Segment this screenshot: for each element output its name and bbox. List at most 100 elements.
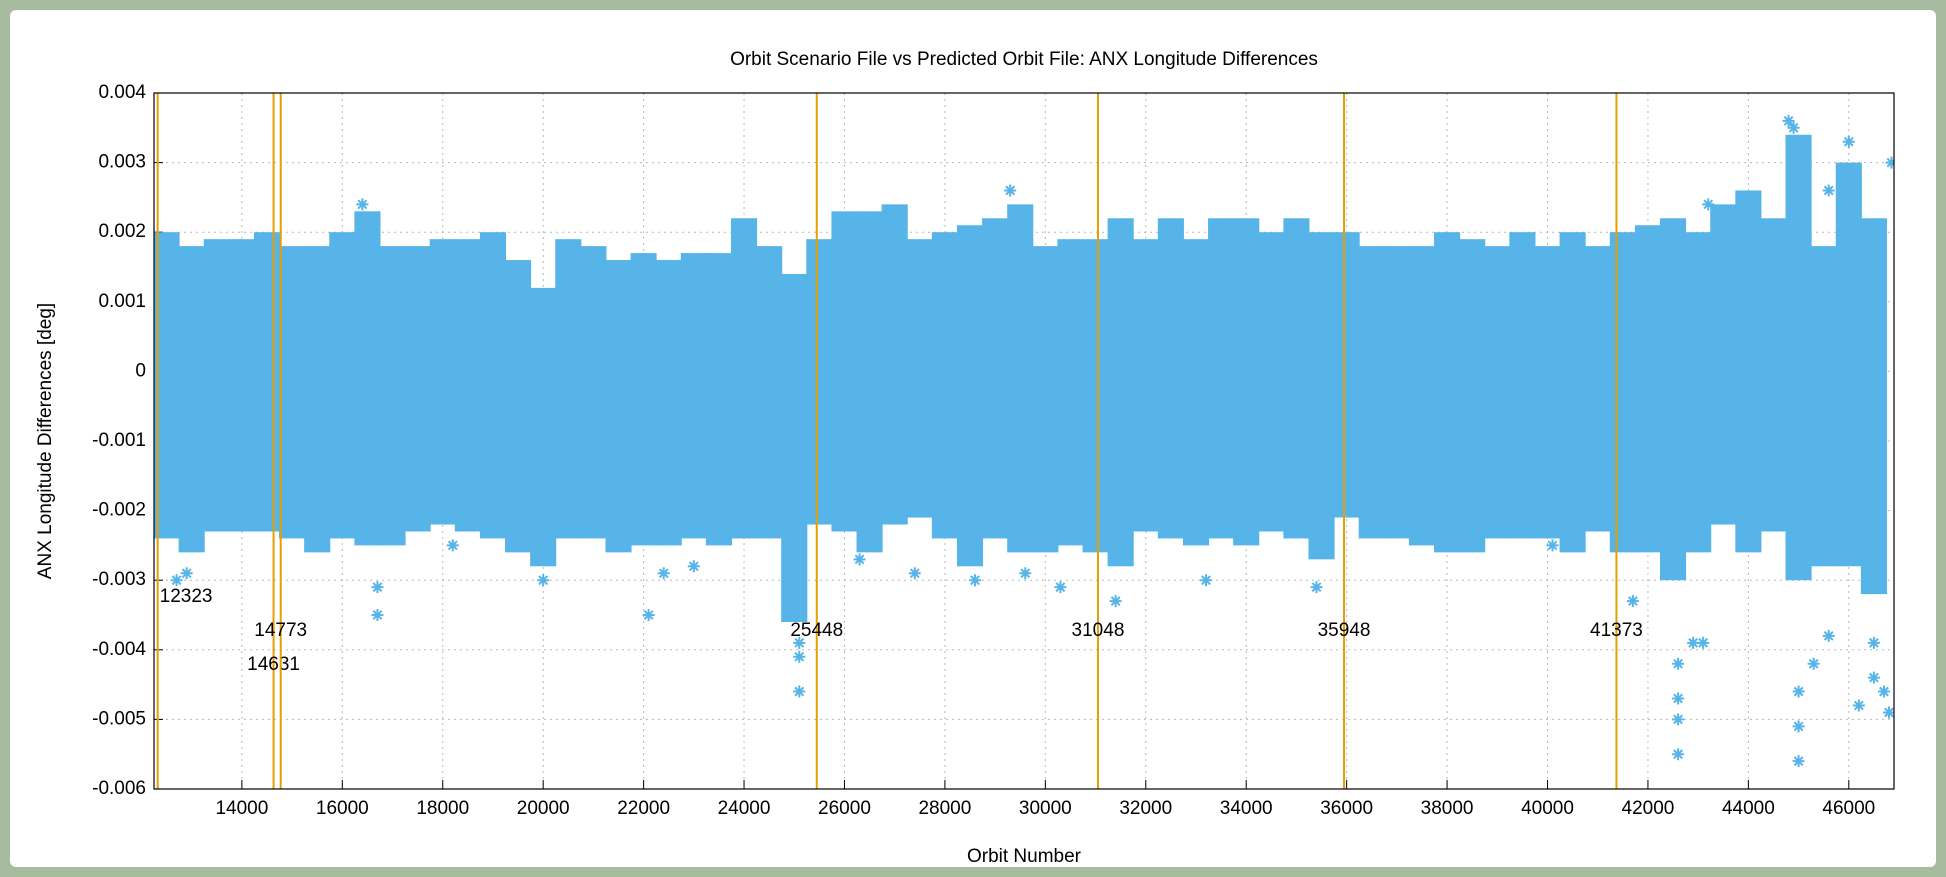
point bbox=[1867, 636, 1880, 649]
point bbox=[1792, 685, 1805, 698]
x-tick-label: 34000 bbox=[1220, 798, 1273, 819]
point-cloud bbox=[831, 211, 858, 532]
point-cloud bbox=[1509, 232, 1536, 539]
point bbox=[1842, 135, 1855, 148]
point bbox=[1702, 198, 1715, 211]
y-tick-label: -0.005 bbox=[92, 708, 146, 729]
point bbox=[1792, 755, 1805, 768]
point-cloud bbox=[479, 232, 507, 539]
point-cloud bbox=[1810, 246, 1837, 567]
point-cloud bbox=[1434, 232, 1461, 553]
point-cloud bbox=[329, 232, 356, 539]
point bbox=[180, 567, 193, 580]
point bbox=[1672, 748, 1685, 761]
point-cloud bbox=[856, 211, 883, 553]
x-tick-label: 40000 bbox=[1521, 798, 1574, 819]
plot-border bbox=[153, 92, 1895, 790]
point bbox=[1019, 567, 1032, 580]
point bbox=[1004, 184, 1017, 197]
point bbox=[1672, 692, 1685, 705]
point bbox=[657, 567, 670, 580]
y-tick-label: 0.001 bbox=[98, 291, 146, 312]
point-cloud bbox=[1057, 239, 1084, 546]
marker-label: 35948 bbox=[1318, 620, 1371, 641]
point-cloud bbox=[1283, 218, 1310, 539]
point-cloud bbox=[881, 204, 908, 525]
point-cloud bbox=[1182, 239, 1210, 546]
point bbox=[1200, 574, 1213, 587]
y-tick-label: 0.004 bbox=[98, 82, 146, 103]
point bbox=[1310, 581, 1323, 594]
point-cloud bbox=[1710, 204, 1737, 525]
point-cloud bbox=[404, 246, 431, 532]
x-tick-label: 32000 bbox=[1119, 798, 1172, 819]
point-cloud bbox=[1007, 204, 1034, 553]
point-cloud bbox=[1760, 218, 1787, 532]
point-cloud bbox=[1082, 239, 1109, 553]
point-cloud bbox=[1609, 232, 1636, 553]
point-cloud bbox=[756, 246, 783, 539]
point bbox=[1672, 713, 1685, 726]
point-cloud bbox=[931, 232, 958, 539]
point-cloud bbox=[1534, 246, 1561, 539]
x-tick-label: 30000 bbox=[1019, 798, 1072, 819]
point-cloud bbox=[781, 273, 808, 622]
y-tick-label: 0.003 bbox=[98, 152, 146, 173]
x-tick-label: 44000 bbox=[1722, 798, 1775, 819]
point bbox=[1885, 156, 1894, 169]
point-cloud bbox=[806, 239, 833, 525]
point-cloud bbox=[1584, 246, 1611, 532]
point bbox=[1867, 671, 1880, 684]
point-cloud bbox=[555, 239, 582, 539]
marker-label: 14773 bbox=[254, 620, 307, 641]
x-tick-label: 24000 bbox=[718, 798, 771, 819]
point bbox=[908, 567, 921, 580]
point-cloud bbox=[1233, 218, 1260, 546]
point-cloud bbox=[1308, 232, 1335, 560]
point-cloud bbox=[279, 246, 306, 539]
point bbox=[1546, 539, 1559, 552]
x-tick-label: 26000 bbox=[818, 798, 871, 819]
point-cloud bbox=[429, 239, 456, 525]
point bbox=[170, 574, 183, 587]
x-tick-label: 14000 bbox=[215, 798, 268, 819]
point bbox=[1054, 581, 1067, 594]
x-tick-label: 46000 bbox=[1822, 798, 1875, 819]
point bbox=[1782, 114, 1795, 127]
point-cloud bbox=[1835, 162, 1862, 567]
y-tick-label: 0.002 bbox=[98, 221, 146, 242]
x-tick-label: 18000 bbox=[416, 798, 469, 819]
point-cloud bbox=[1258, 232, 1285, 532]
point bbox=[356, 198, 369, 211]
x-tick-label: 16000 bbox=[316, 798, 369, 819]
marker-label: 12323 bbox=[160, 586, 213, 607]
point-cloud bbox=[1785, 134, 1812, 581]
y-tick-label: -0.004 bbox=[92, 639, 146, 660]
point-cloud bbox=[1408, 246, 1436, 546]
marker-label: 41373 bbox=[1590, 620, 1643, 641]
x-tick-label: 36000 bbox=[1320, 798, 1373, 819]
point-cloud bbox=[1383, 246, 1410, 539]
point-cloud bbox=[906, 239, 933, 518]
point bbox=[1687, 636, 1700, 649]
point bbox=[687, 560, 700, 573]
point-cloud bbox=[1659, 218, 1687, 581]
point bbox=[1792, 720, 1805, 733]
frame: Orbit Scenario File vs Predicted Orbit F… bbox=[10, 10, 1936, 867]
point bbox=[371, 581, 384, 594]
y-tick-label: -0.006 bbox=[92, 778, 146, 799]
point-cloud bbox=[605, 260, 632, 553]
point-cloud bbox=[1032, 246, 1059, 553]
marker-label: 14631 bbox=[247, 654, 300, 675]
point bbox=[446, 539, 459, 552]
point-cloud bbox=[203, 239, 230, 532]
x-tick-label: 28000 bbox=[918, 798, 971, 819]
point bbox=[1672, 657, 1685, 670]
point-cloud bbox=[505, 260, 532, 553]
point bbox=[1822, 629, 1835, 642]
point-cloud bbox=[1559, 232, 1586, 553]
point bbox=[793, 650, 806, 663]
point bbox=[371, 609, 384, 621]
x-tick-label: 42000 bbox=[1622, 798, 1675, 819]
point-cloud bbox=[1484, 246, 1511, 539]
